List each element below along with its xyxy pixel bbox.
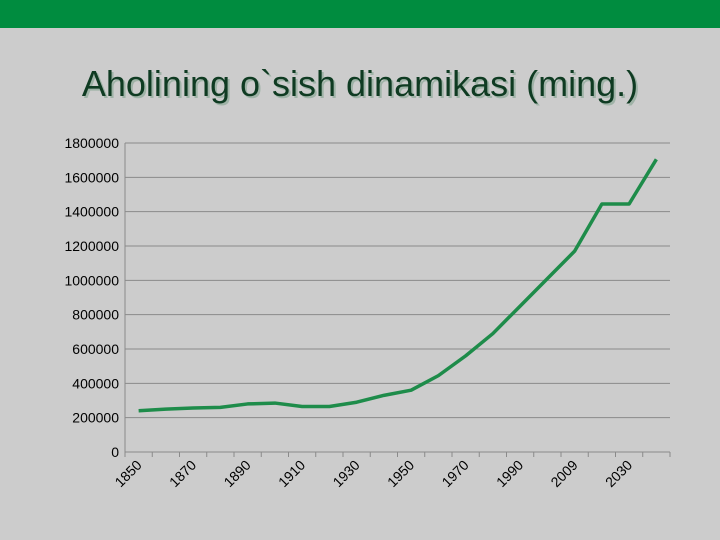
chart-title-shadow: Aholining o`sish dinamikasi (ming.) (84, 65, 640, 106)
y-tick-label: 200000 (72, 410, 119, 426)
y-tick-label: 1400000 (64, 204, 119, 220)
y-tick-label: 1000000 (64, 272, 119, 288)
y-tick-label: 600000 (72, 341, 119, 357)
data-line (138, 158, 658, 413)
y-tick-label: 1200000 (64, 238, 119, 254)
y-tick-label: 800000 (72, 307, 119, 323)
y-tick-label: 1600000 (64, 169, 119, 185)
y-tick-label: 1800000 (64, 135, 119, 151)
y-tick-label: 400000 (72, 375, 119, 391)
y-tick-label: 0 (111, 444, 119, 460)
top-bar (0, 0, 720, 28)
chart-title: Aholining o`sish dinamikasi (ming.) (82, 63, 638, 104)
